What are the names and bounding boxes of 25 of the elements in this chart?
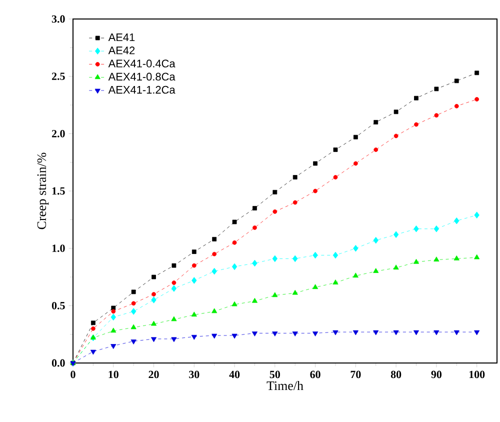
x-tick-label: 10 xyxy=(108,370,118,378)
legend-label: AE42 xyxy=(108,46,135,54)
y-tick-label: 1.0 xyxy=(52,244,65,252)
x-tick-label: 30 xyxy=(189,370,200,378)
y-tick-label: 1.5 xyxy=(52,187,65,195)
y-tick-label: 2.5 xyxy=(52,72,65,80)
y-tick-label: 0.0 xyxy=(52,359,65,367)
x-tick-label: 50 xyxy=(270,370,280,378)
x-tick-label: 0 xyxy=(70,370,76,378)
x-tick-label: 20 xyxy=(148,370,159,378)
x-tick-label: 40 xyxy=(229,370,240,378)
x-tick-label: 60 xyxy=(310,370,320,378)
legend-label: AEX41-0.4Ca xyxy=(108,60,176,68)
x-tick-label: 90 xyxy=(431,370,442,378)
x-tick-label: 80 xyxy=(390,370,402,378)
y-tick-label: 3.0 xyxy=(52,15,65,23)
legend-label: AEX41-0.8Ca xyxy=(108,72,176,81)
x-tick-label: 70 xyxy=(350,370,361,378)
y-tick-label: 0.5 xyxy=(52,302,65,310)
x-axis-title: Time/h xyxy=(266,381,304,390)
y-axis-title: Creep strain/% xyxy=(37,152,49,230)
legend-label: AEX41-1.2Ca xyxy=(108,86,176,94)
x-tick-label: 100 xyxy=(469,370,485,378)
y-tick-label: 2.0 xyxy=(52,130,65,138)
legend-label: AE41 xyxy=(108,34,135,42)
